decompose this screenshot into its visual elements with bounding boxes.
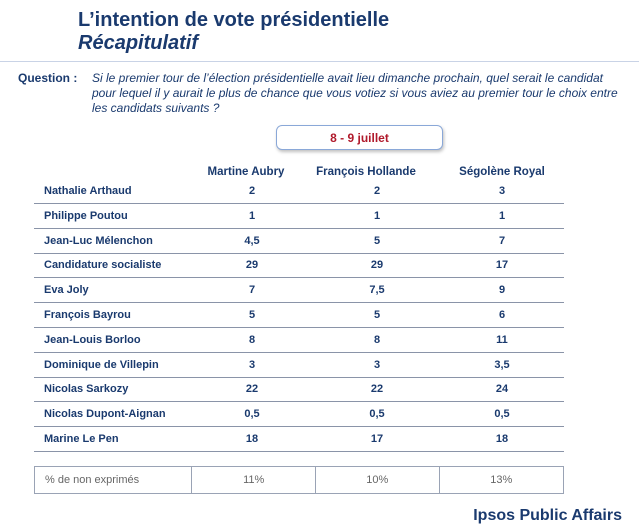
table-row: Candidature socialiste 29 29 17 [34, 254, 564, 279]
candidate-name: François Bayrou [44, 309, 131, 321]
vote-value: 17 [495, 259, 509, 272]
vote-value: 7 [248, 284, 256, 297]
candidate-name: Philippe Poutou [44, 209, 128, 222]
vote-value: 17 [370, 433, 384, 445]
footer-value-aubry: 11% [192, 467, 316, 493]
footer-table: % de non exprimés 11% 10% 13% [34, 466, 564, 494]
vote-value: 8 [373, 333, 381, 346]
vote-value: 3,5 [494, 358, 510, 371]
vote-value: 8 [248, 333, 256, 346]
vote-value: 22 [245, 383, 259, 396]
table-row: Eva Joly 7 7,5 9 [34, 279, 564, 304]
vote-value: 0,5 [494, 408, 510, 421]
vote-value: 5 [248, 309, 256, 321]
vote-value: 6 [498, 309, 506, 321]
vote-value: 1 [498, 209, 506, 222]
footer-value-royal: 13% [490, 474, 513, 486]
vote-value: 7 [498, 234, 506, 247]
table-row: Philippe Poutou 1 1 1 [34, 205, 564, 229]
page-title: L’intention de vote présidentielle [78, 9, 390, 31]
column-header-royal: Ségolène Royal [459, 166, 545, 178]
candidate-name: Jean-Luc Mélenchon [44, 234, 153, 247]
vote-value: 5 [373, 234, 381, 247]
candidate-name: Nicolas Dupont-Aignan [44, 408, 166, 421]
question-label: Question : [18, 71, 78, 85]
vote-value: 11 [496, 333, 508, 346]
candidate-name: Jean-Louis Borloo [44, 333, 141, 346]
vote-value: 9 [498, 284, 506, 297]
candidate-name: Nathalie Arthaud [44, 185, 132, 197]
table-row: Nathalie Arthaud 2 2 3 [34, 180, 564, 204]
vote-value: 3 [248, 358, 256, 371]
table-row: François Bayrou 5 5 6 [34, 304, 564, 328]
vote-value: 7,5 [369, 284, 385, 297]
vote-value: 1 [373, 209, 381, 222]
candidate-name: Nicolas Sarkozy [44, 383, 129, 396]
vote-value: 1 [248, 209, 256, 222]
candidate-name: Dominique de Villepin [44, 358, 159, 371]
vote-value: 18 [495, 433, 509, 445]
vote-value: 5 [373, 309, 381, 321]
candidate-name: Candidature socialiste [44, 259, 162, 272]
vote-value: 18 [245, 433, 259, 445]
vote-value: 3 [498, 185, 506, 197]
page-subtitle: Récapitulatif [78, 32, 199, 54]
table-row: Dominique de Villepin 3 3 3,5 [34, 354, 564, 378]
vote-value: 0,5 [369, 408, 385, 421]
table-row: Marine Le Pen 18 17 18 [34, 428, 564, 452]
date-label: 8 - 9 juillet [330, 130, 389, 145]
column-header-aubry: Martine Aubry [207, 166, 285, 178]
column-header-hollande: François Hollande [316, 166, 416, 178]
candidate-name: Marine Le Pen [44, 433, 119, 445]
vote-value: 29 [245, 259, 259, 272]
vote-value: 2 [248, 185, 256, 197]
vote-value: 4,5 [244, 234, 260, 247]
date-box: 8 - 9 juillet [276, 125, 443, 150]
table-row: Nicolas Sarkozy 22 22 24 [34, 378, 564, 403]
vote-value: 2 [373, 185, 381, 197]
vote-value: 0,5 [244, 408, 260, 421]
table-row: Jean-Louis Borloo 8 8 11 [34, 329, 564, 353]
footer-value-hollande: 10% [316, 467, 440, 493]
vote-value: 3 [373, 358, 381, 371]
brand-logo-text: Ipsos Public Affairs [473, 507, 622, 524]
footer-label: % de non exprimés [35, 467, 193, 493]
table-row: Jean-Luc Mélenchon 4,5 5 7 [34, 230, 564, 254]
candidate-name: Eva Joly [44, 284, 89, 297]
vote-value: 29 [370, 259, 384, 272]
question-text: Si le premier tour de l’élection préside… [92, 71, 618, 115]
vote-value: 24 [495, 383, 509, 396]
table-row: Nicolas Dupont-Aignan 0,5 0,5 0,5 [34, 403, 564, 428]
vote-value: 22 [370, 383, 384, 396]
header-divider [0, 61, 639, 62]
